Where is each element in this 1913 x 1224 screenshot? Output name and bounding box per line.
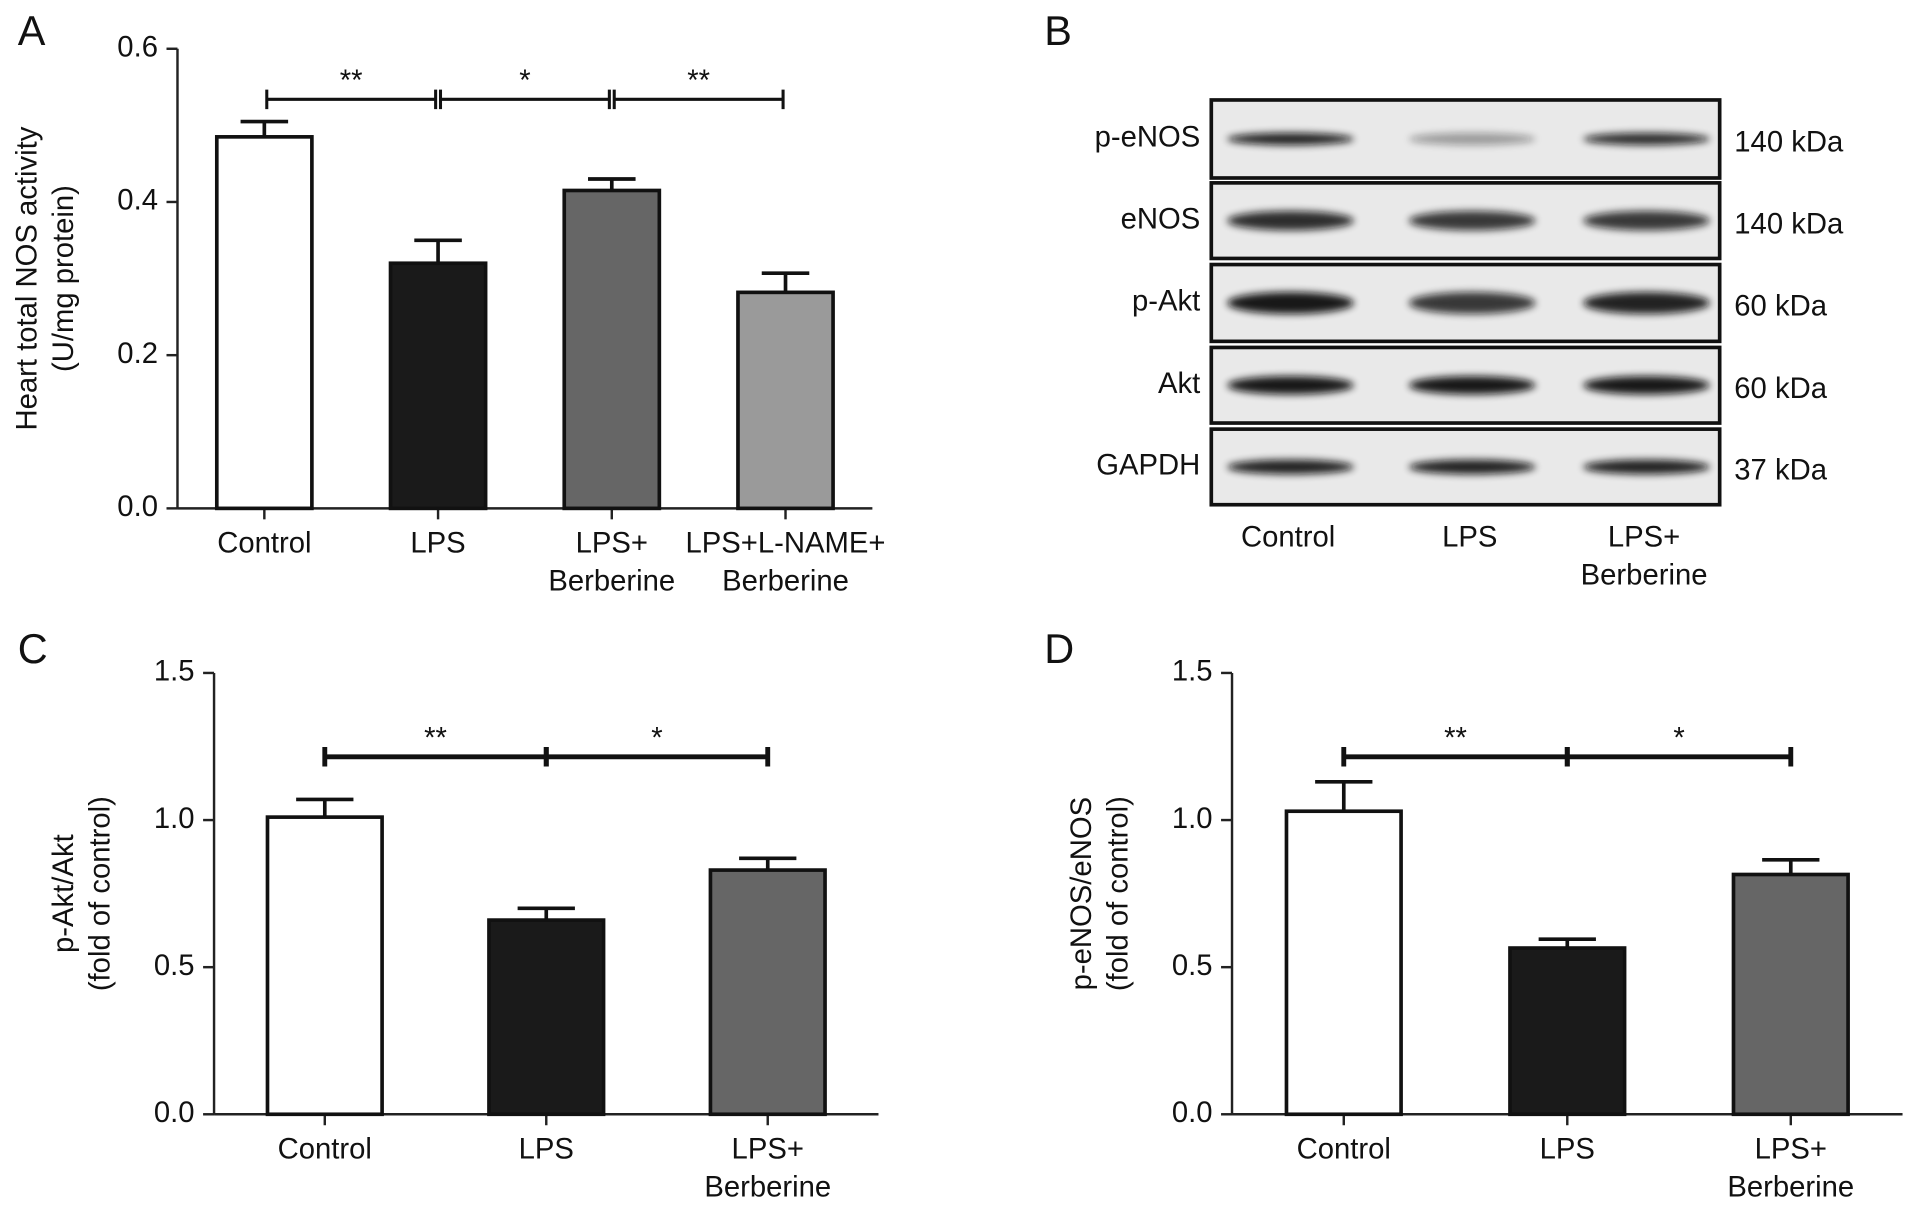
y-tick-label: 0.0 (154, 1097, 195, 1129)
significance-bracket (265, 89, 438, 110)
blot-band (1408, 132, 1536, 146)
blot-row-label: Akt (1158, 368, 1200, 400)
significance-bracket (438, 89, 611, 110)
x-tick-label: LPS+L-NAME+ (686, 528, 886, 560)
x-tick-label: Berberine (722, 565, 849, 597)
bar (562, 188, 662, 511)
x-tick-label: Berberine (1727, 1171, 1854, 1203)
error-bar (1762, 857, 1820, 875)
panel-label: D (1044, 625, 1074, 672)
x-tick-label: Control (1297, 1134, 1391, 1166)
blot-row-label: p-eNOS (1095, 122, 1201, 154)
blot-column-label: Berberine (1581, 559, 1708, 591)
error-bar (739, 856, 797, 871)
error-bar (517, 906, 575, 921)
panel-label: A (18, 7, 46, 54)
y-axis-label: (fold of control) (1103, 796, 1135, 991)
blot-column-label: LPS (1442, 522, 1497, 554)
significance-label: ** (687, 65, 710, 97)
blot-band (1583, 291, 1710, 314)
blot-size-label: 140 kDa (1734, 208, 1844, 240)
blot-row-label: p-Akt (1132, 286, 1200, 318)
blot-size-label: 60 kDa (1734, 373, 1827, 405)
significance-label: * (1673, 722, 1684, 754)
y-tick-label: 1.0 (1172, 803, 1213, 835)
y-axis-label: (fold of control) (85, 796, 117, 991)
blot-band (1583, 210, 1710, 231)
y-axis-label: Heart total NOS activity (11, 126, 43, 430)
y-tick-label: 0.0 (117, 491, 158, 523)
blot-band (1227, 459, 1354, 475)
blot-band (1583, 459, 1710, 475)
blot-size-label: 60 kDa (1734, 291, 1827, 323)
y-tick-label: 0.5 (1172, 950, 1213, 982)
blot-band (1583, 376, 1710, 395)
y-axis-label: p-Akt/Akt (48, 834, 80, 953)
bar (1508, 946, 1627, 1117)
bar (265, 815, 384, 1117)
x-tick-label: LPS (1540, 1134, 1595, 1166)
blot-band (1408, 291, 1536, 314)
blot-band (1408, 376, 1536, 395)
panel-label: B (1044, 7, 1072, 54)
blot-band (1227, 132, 1354, 146)
panel-label: C (18, 625, 48, 672)
blot-band (1408, 210, 1536, 231)
error-bar (240, 119, 289, 137)
blot-band (1227, 210, 1354, 231)
bar (388, 261, 488, 511)
bar (1731, 872, 1850, 1117)
x-tick-label: LPS+ (1755, 1134, 1827, 1166)
significance-bracket (612, 89, 785, 110)
significance-label: ** (340, 65, 363, 97)
blot-band (1227, 376, 1354, 395)
blot-size-label: 140 kDa (1734, 127, 1844, 159)
significance-bracket (1564, 747, 1794, 767)
bar (708, 868, 827, 1117)
x-tick-label: LPS (410, 528, 465, 560)
x-tick-label: Berberine (704, 1171, 831, 1203)
bar (1284, 809, 1403, 1117)
x-tick-label: LPS (519, 1134, 574, 1166)
significance-bracket (543, 747, 771, 767)
blot-column-label: LPS+ (1608, 522, 1680, 554)
y-tick-label: 0.6 (117, 31, 158, 63)
blot-row-label: GAPDH (1096, 450, 1200, 482)
blot-band (1227, 291, 1354, 314)
error-bar (296, 797, 354, 818)
significance-label: * (651, 722, 662, 754)
x-tick-label: Control (278, 1134, 372, 1166)
y-tick-label: 1.5 (154, 656, 195, 688)
bar (487, 918, 606, 1117)
bar (736, 290, 835, 511)
error-bar (1315, 779, 1373, 812)
blot-size-label: 37 kDa (1734, 455, 1827, 487)
x-tick-label: Berberine (548, 565, 675, 597)
x-tick-label: LPS+ (732, 1134, 804, 1166)
error-bar (761, 271, 810, 293)
y-tick-label: 0.0 (1172, 1097, 1213, 1129)
significance-label: * (519, 65, 530, 97)
bar (214, 135, 314, 511)
y-tick-label: 1.5 (1172, 656, 1213, 688)
error-bar (588, 177, 636, 191)
y-tick-label: 0.2 (117, 338, 158, 370)
significance-label: ** (424, 722, 447, 754)
x-tick-label: LPS+ (576, 528, 648, 560)
blot-column-label: Control (1241, 522, 1335, 554)
significance-label: ** (1444, 722, 1467, 754)
y-tick-label: 0.4 (117, 185, 158, 217)
blot-band (1408, 459, 1536, 475)
y-tick-label: 0.5 (154, 950, 195, 982)
blot-row-label: eNOS (1121, 203, 1201, 235)
x-tick-label: Control (217, 528, 311, 560)
error-bar (414, 238, 462, 264)
y-axis-label: (U/mg protein) (48, 185, 80, 372)
y-tick-label: 1.0 (154, 803, 195, 835)
blot-band (1583, 132, 1710, 146)
y-axis-label: p-eNOS/eNOS (1066, 797, 1098, 990)
